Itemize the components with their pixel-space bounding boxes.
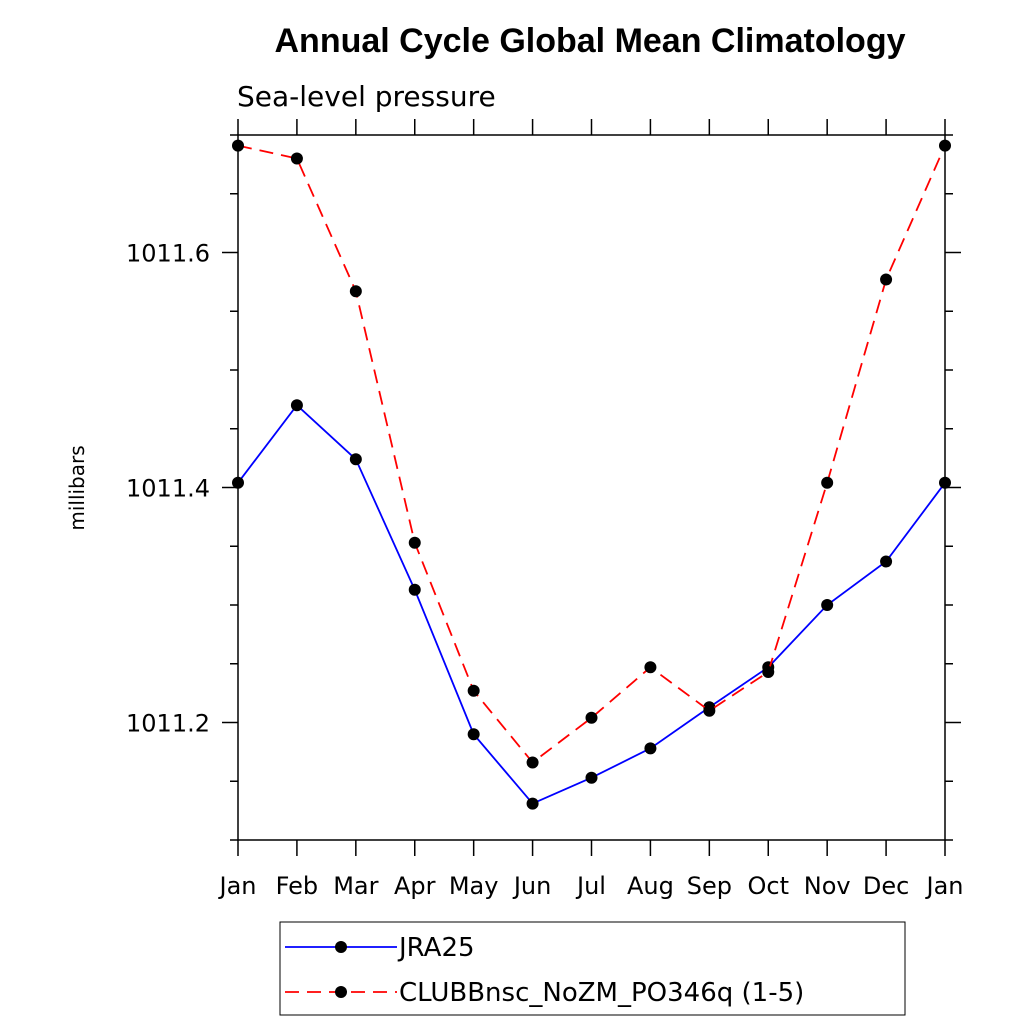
series-0-point	[880, 555, 893, 568]
legend-label-clubb: CLUBBnsc_NoZM_PO346q (1-5)	[399, 978, 804, 1008]
x-tick-label: May	[449, 872, 499, 900]
series-1-point	[232, 139, 244, 152]
x-tick-label: Apr	[394, 872, 436, 900]
y-tick-labels: 1011.2 1011.4 1011.6	[126, 240, 210, 738]
series-0-point	[408, 583, 421, 596]
axis-ticks	[222, 119, 961, 856]
series-1-point	[821, 476, 834, 489]
series-1-point	[467, 684, 480, 697]
series-line-1	[237, 144, 946, 764]
series-1-point	[762, 665, 775, 678]
series-1-point	[408, 536, 421, 549]
chart-title: Annual Cycle Global Mean Climatology	[275, 22, 906, 60]
series-1-point	[703, 704, 716, 717]
series-1-point	[349, 285, 362, 298]
y-tick-label: 1011.4	[126, 475, 210, 503]
series-0-point	[467, 728, 480, 741]
x-tick-label: Oct	[748, 872, 790, 900]
x-tick-label: Aug	[627, 872, 674, 900]
x-tick-label: Sep	[687, 872, 732, 900]
series-0-point	[290, 399, 303, 412]
x-tick-label: Mar	[333, 872, 378, 900]
series-1-point	[939, 139, 951, 152]
y-tick-label: 1011.6	[126, 240, 210, 268]
plot-frame	[237, 134, 946, 841]
series-0-point	[526, 797, 539, 810]
y-axis-label: millibars	[65, 445, 89, 530]
series-line-0	[237, 403, 946, 805]
x-tick-label: Jul	[575, 872, 606, 900]
legend: JRA25 CLUBBnsc_NoZM_PO346q (1-5)	[279, 921, 906, 1016]
series-1-point	[290, 152, 303, 165]
x-tick-label: Jun	[512, 872, 552, 900]
series-1-point	[526, 756, 539, 769]
y-tick-label: 1011.2	[126, 710, 210, 738]
series-1-point	[644, 661, 657, 674]
series-1-point	[585, 711, 598, 724]
x-tick-label: Dec	[863, 872, 909, 900]
legend-marker-clubb	[335, 986, 347, 998]
chart-subtitle: Sea-level pressure	[237, 80, 496, 113]
x-tick-labels: Jan Feb Mar Apr May Jun Jul Aug Sep Oct Nov Dec Jan	[218, 872, 964, 900]
series-0-point	[585, 771, 598, 784]
legend-label-jra25: JRA25	[397, 933, 475, 963]
series-0-point	[349, 453, 362, 466]
series-0-point	[644, 742, 657, 755]
series-0-point	[939, 476, 951, 489]
x-tick-label: Jan	[925, 872, 964, 900]
legend-box	[279, 921, 906, 1016]
x-tick-label: Feb	[276, 872, 319, 900]
series-0-point	[821, 599, 834, 611]
x-tick-label: Jan	[218, 872, 257, 900]
series-0-point	[232, 476, 244, 489]
series-group	[232, 139, 951, 810]
legend-marker-jra25	[335, 941, 347, 953]
series-1-point	[880, 273, 893, 286]
x-tick-label: Nov	[804, 872, 851, 900]
plot-border	[237, 134, 946, 841]
